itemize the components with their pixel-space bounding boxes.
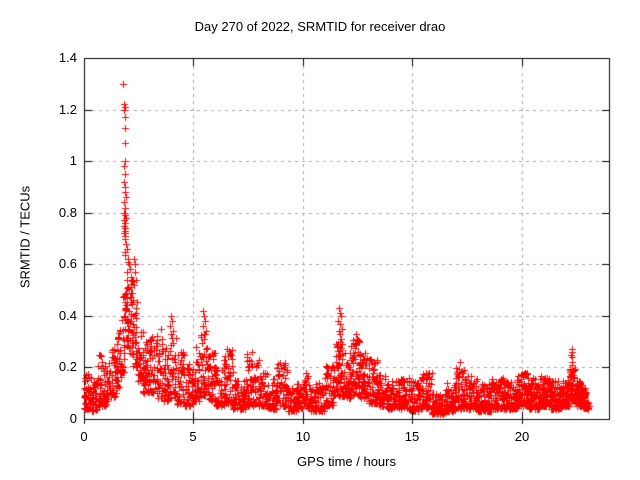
y-tick-label: 1 <box>69 153 77 168</box>
x-tick-label: 15 <box>404 429 420 444</box>
y-tick-label: 1.2 <box>58 102 77 117</box>
x-tick-label: 0 <box>80 429 88 444</box>
y-tick-label: 0.6 <box>58 256 77 271</box>
x-tick-label: 10 <box>295 429 311 444</box>
x-tick-label: 20 <box>514 429 530 444</box>
y-tick-label: 0.4 <box>58 308 77 323</box>
y-tick-label: 0 <box>69 411 77 426</box>
y-tick-label: 0.2 <box>58 359 77 374</box>
x-tick-label: 5 <box>189 429 197 444</box>
chart-title: Day 270 of 2022, SRMTID for receiver dra… <box>194 19 446 34</box>
y-tick-label: 1.4 <box>58 50 77 65</box>
y-tick-label: 0.8 <box>58 205 77 220</box>
x-axis-label: GPS time / hours <box>297 454 396 469</box>
y-axis-label: SRMTID / TECUs <box>17 185 33 289</box>
